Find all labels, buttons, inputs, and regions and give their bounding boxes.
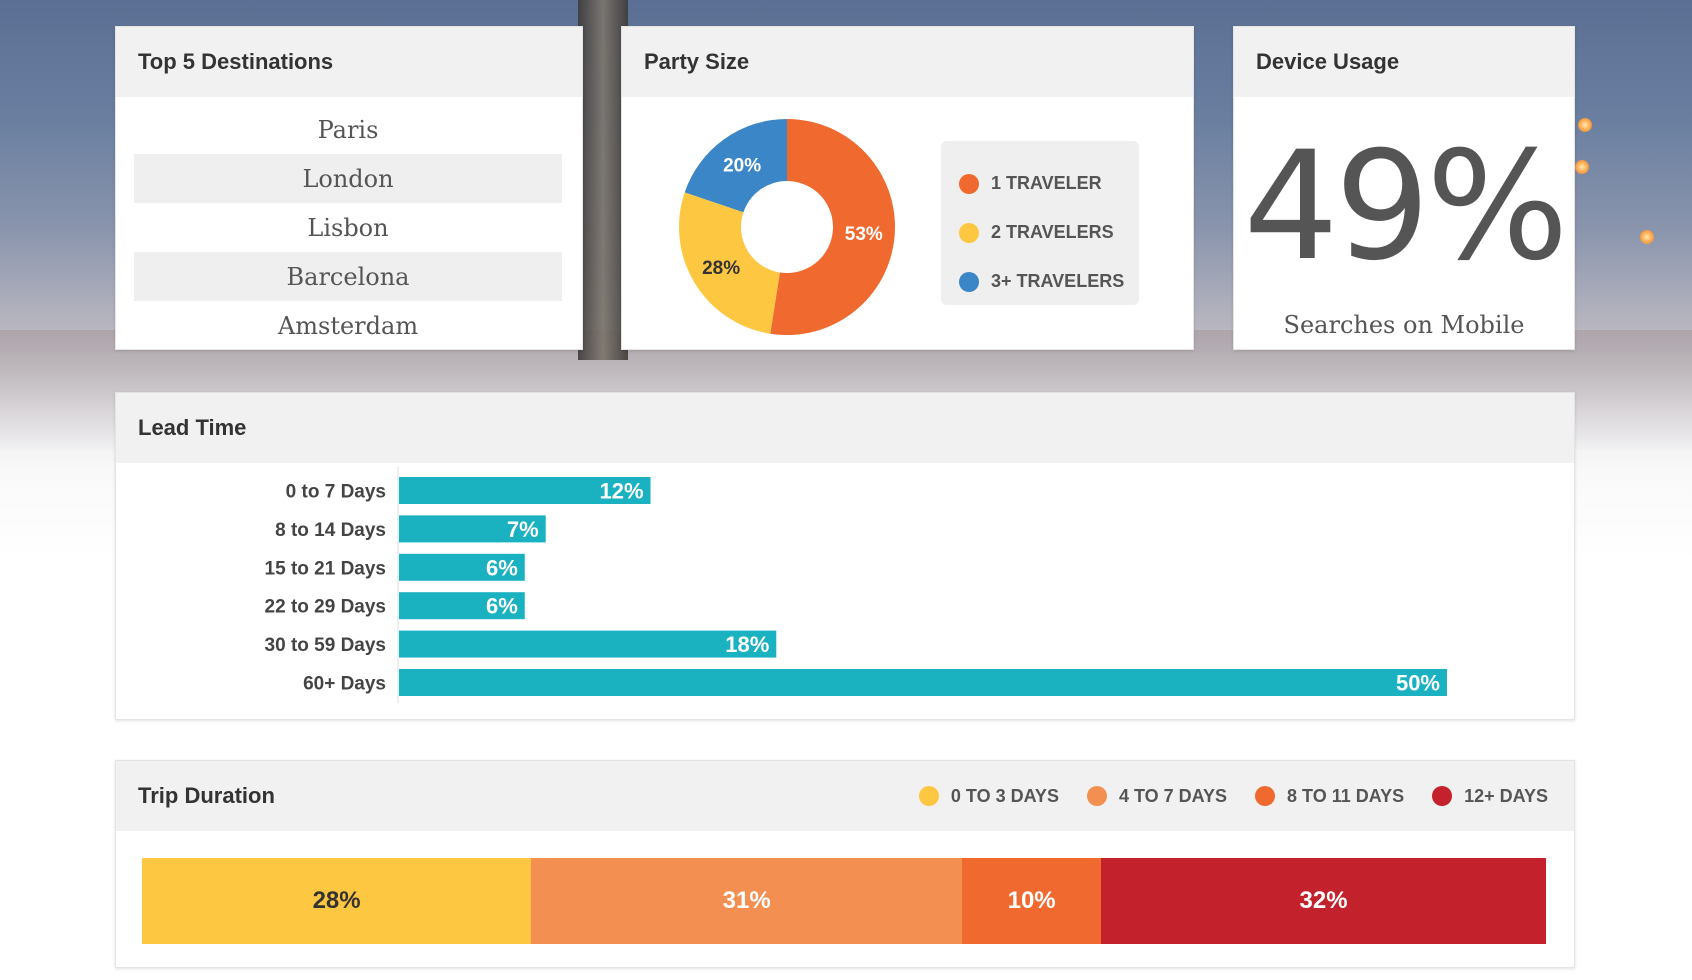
- slice-label: 53%: [845, 224, 883, 245]
- mobile-caption: Searches on Mobile: [1283, 311, 1525, 339]
- legend-item: 3+ TRAVELERS: [959, 257, 1139, 306]
- lamp-light: [1640, 230, 1654, 244]
- trip-duration-stacked-bar: 28% 31% 10% 32%: [142, 858, 1546, 944]
- tick-label: 15 to 21 Days: [265, 558, 386, 579]
- lead-time-bar-chart: 0 to 7 Days 12% 8 to 14 Days 7% 15 to 21 Day…: [265, 467, 1447, 703]
- bar: [399, 515, 546, 543]
- donut-slice: [679, 192, 780, 334]
- destinations-title: Top 5 Destinations: [116, 27, 582, 97]
- stacked-segment: 28%: [142, 858, 532, 944]
- tick-label: 8 to 14 Days: [275, 520, 386, 541]
- trip-duration-card: Trip Duration 0 TO 3 DAYS 4 TO 7 DAYS 8 …: [115, 760, 1575, 968]
- legend-swatch: [918, 786, 939, 806]
- slice-label: 20%: [723, 155, 761, 176]
- device-usage-title: Device Usage: [1234, 27, 1574, 97]
- trip-duration-legend: 0 TO 3 DAYS 4 TO 7 DAYS 8 TO 11 DAYS 12+…: [891, 761, 1548, 831]
- data-label: 7%: [507, 517, 539, 542]
- pillar-graphic: [578, 0, 628, 360]
- party-size-card: Party Size 53% 28% 20% 1 TRAVELER 2 TRAVEL…: [621, 26, 1194, 350]
- legend-label: 8 TO 11 DAYS: [1287, 785, 1405, 806]
- legend-label: 0 TO 3 DAYS: [950, 785, 1059, 806]
- data-label: 31%: [722, 887, 771, 914]
- data-label: 10%: [1007, 887, 1056, 914]
- lamp-light: [1578, 118, 1592, 132]
- stacked-segment: 10%: [962, 858, 1102, 944]
- trip-duration-title: Trip Duration: [116, 761, 1574, 831]
- legend-label: 1 TRAVELER: [991, 173, 1102, 193]
- list-item: London: [134, 154, 562, 203]
- legend-label: 4 TO 7 DAYS: [1118, 785, 1228, 806]
- legend-item: 12+ DAYS: [1432, 786, 1548, 807]
- legend-item: 1 TRAVELER: [959, 159, 1139, 208]
- list-item: Amsterdam: [277, 311, 419, 340]
- party-size-donut-chart: 53% 28% 20%: [679, 119, 895, 335]
- data-label: 6%: [486, 594, 518, 619]
- legend-item: 0 TO 3 DAYS: [918, 785, 1059, 807]
- destinations-list: Paris London Lisbon Barcelona Amsterdam: [134, 105, 562, 350]
- party-size-title: Party Size: [622, 27, 1193, 97]
- legend-swatch: [1086, 786, 1107, 806]
- list-item: Paris: [317, 115, 379, 144]
- legend-label: 12+ DAYS: [1464, 785, 1548, 806]
- legend-item: 2 TRAVELERS: [959, 208, 1139, 257]
- tick-label: 0 to 7 Days: [286, 482, 386, 503]
- legend-item: 8 TO 11 DAYS: [1255, 786, 1404, 807]
- stacked-segment: 32%: [1101, 858, 1546, 944]
- legend-swatch: [959, 271, 979, 292]
- list-item: Barcelona: [134, 252, 562, 301]
- tick-label: 30 to 59 Days: [265, 635, 386, 656]
- tick-label: 22 to 29 Days: [265, 597, 386, 618]
- device-usage-card: Device Usage 49% Searches on Mobile: [1233, 26, 1575, 350]
- bar: [399, 553, 525, 581]
- bar: [399, 669, 1447, 696]
- lamp-light: [1575, 160, 1589, 174]
- legend-swatch: [959, 173, 979, 194]
- bar: [399, 592, 525, 620]
- donut-slice: [770, 119, 895, 335]
- slice-label: 28%: [702, 258, 740, 279]
- destinations-card: Top 5 Destinations Paris London Lisbon B…: [115, 26, 583, 350]
- data-label: 18%: [725, 632, 769, 657]
- bar: [399, 477, 651, 504]
- legend-item: 4 TO 7 DAYS: [1086, 785, 1228, 807]
- data-label: 28%: [312, 887, 361, 914]
- data-label: 32%: [1299, 887, 1348, 914]
- legend-swatch: [959, 222, 979, 243]
- bar: [399, 630, 777, 658]
- data-label: 6%: [486, 555, 518, 580]
- legend-swatch: [1432, 786, 1453, 806]
- party-size-legend: 1 TRAVELER 2 TRAVELERS 3+ TRAVELERS: [941, 141, 1139, 305]
- lead-time-title: Lead Time: [116, 393, 1574, 463]
- list-item: Lisbon: [307, 213, 389, 242]
- tick-label: 60+ Days: [303, 674, 386, 695]
- donut-slice: [684, 119, 787, 213]
- lead-time-card: Lead Time 0 to 7 Days 12% 8 to 14 Days 7% 15…: [115, 392, 1575, 720]
- legend-label: 2 TRAVELERS: [991, 222, 1114, 242]
- legend-label: 3+ TRAVELERS: [991, 271, 1125, 291]
- data-label: 50%: [1396, 671, 1440, 696]
- stacked-segment: 31%: [531, 858, 963, 944]
- legend-swatch: [1255, 786, 1276, 806]
- data-label: 12%: [599, 479, 643, 504]
- mobile-percentage: 49%: [1243, 120, 1568, 294]
